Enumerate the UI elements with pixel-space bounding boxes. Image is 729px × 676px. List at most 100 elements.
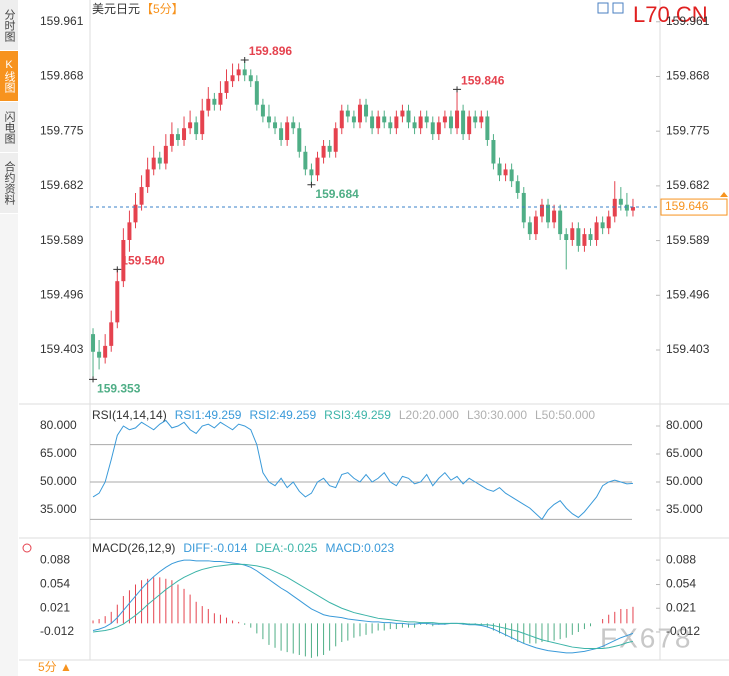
legend-entry: L50:50.000 (535, 408, 595, 422)
y-tick-label: 159.682 (40, 178, 84, 192)
y-tick-label: 80.000 (40, 418, 77, 432)
candle-body (442, 116, 447, 123)
macd-line (92, 559, 634, 654)
legend-entry: RSI1:49.259 (175, 408, 242, 422)
candle-body (242, 69, 247, 76)
candle-body (182, 128, 187, 140)
candle-body (236, 69, 241, 76)
candle-body (297, 128, 302, 152)
y-tick-label: 159.682 (666, 178, 710, 192)
y-tick-label: 35.000 (40, 502, 77, 516)
candle-body (600, 222, 605, 229)
candle-body (558, 210, 563, 235)
extreme-label: 159.846 (461, 74, 505, 88)
tab[interactable]: K线图 (0, 51, 18, 102)
legend-entry: DIFF:-0.014 (183, 541, 247, 555)
extreme-label: 159.540 (121, 254, 165, 268)
candle-body (103, 345, 108, 358)
candle-body (303, 151, 308, 170)
candle-body (394, 116, 399, 129)
candle-body (127, 222, 132, 240)
icon[interactable] (597, 2, 609, 14)
legend-entry: DEA:-0.025 (255, 541, 317, 555)
candle-body (624, 204, 629, 211)
tab[interactable]: 分时图 (0, 0, 18, 51)
candle-body (576, 228, 581, 246)
extreme-label: 159.353 (97, 382, 141, 396)
candle-body (97, 351, 102, 358)
candle-body (485, 116, 490, 140)
extreme-marker (307, 181, 316, 188)
y-tick-label: 0.021 (666, 600, 696, 614)
candle-body (388, 122, 393, 129)
candle-body (163, 145, 168, 164)
y-tick-label: -0.012 (40, 624, 74, 638)
extreme-label: 159.896 (249, 44, 293, 58)
candle-body (248, 75, 253, 82)
candle-body (539, 204, 544, 217)
icon[interactable] (612, 2, 624, 14)
tab[interactable]: 闪电图 (0, 102, 18, 153)
candle-body (279, 128, 284, 140)
candle-body (212, 98, 217, 105)
y-tick-label: 159.589 (40, 233, 84, 247)
extreme-marker (113, 266, 122, 273)
candle-body (169, 134, 174, 146)
candle-body (364, 104, 369, 117)
y-tick-label: 65.000 (666, 446, 703, 460)
candle-body (400, 110, 405, 117)
y-tick-label: 159.961 (666, 14, 710, 28)
candle-body (345, 110, 350, 117)
candle-body (321, 145, 326, 158)
candle-body (473, 116, 478, 123)
candle-body (594, 222, 599, 240)
candle-body (175, 134, 180, 140)
y-tick-label: 159.589 (666, 233, 710, 247)
legend-entry: MACD:0.023 (325, 541, 394, 555)
candle-body (570, 228, 575, 240)
candle-body (497, 163, 502, 176)
candle-body (412, 122, 417, 129)
candle-body (564, 234, 569, 240)
legend-entry: MACD(26,12,9) (92, 541, 175, 555)
candle-body (351, 116, 356, 123)
candle-body (188, 122, 193, 129)
period-button[interactable]: 5分 ▲ (38, 660, 72, 674)
candle-body (630, 207, 635, 211)
candle-body (206, 98, 211, 111)
candle-body (333, 128, 338, 152)
candle-body (200, 110, 205, 135)
y-tick-label: 0.088 (40, 552, 70, 566)
candle-body (315, 157, 320, 176)
chart-title: 美元日元 (92, 2, 140, 16)
candle-body (291, 122, 296, 129)
y-tick-label: 159.496 (40, 287, 84, 301)
y-tick-label: 159.961 (40, 14, 84, 28)
y-tick-label: 0.054 (666, 577, 696, 591)
y-tick-label: 159.496 (666, 287, 710, 301)
y-tick-label: 159.868 (666, 69, 710, 83)
candle-body (546, 204, 551, 223)
y-tick-label: 159.868 (40, 69, 84, 83)
y-tick-label: 50.000 (40, 474, 77, 488)
y-tick-label: 0.054 (40, 577, 70, 591)
y-tick-label: 0.088 (666, 552, 696, 566)
settings-icon[interactable] (22, 543, 32, 553)
candle-body (273, 122, 278, 129)
candle-body (254, 81, 259, 105)
candle-body (461, 110, 466, 135)
extreme-label: 159.684 (315, 187, 359, 201)
candle-body (109, 322, 114, 346)
tab[interactable]: 合约资料 (0, 153, 18, 214)
y-tick-label: 65.000 (40, 446, 77, 460)
y-tick-label: 80.000 (666, 418, 703, 432)
candle-body (151, 157, 156, 170)
extreme-marker (240, 57, 249, 63)
y-tick-label: 35.000 (666, 502, 703, 516)
candle-body (467, 116, 472, 135)
y-tick-label: -0.012 (666, 624, 700, 638)
candle-body (618, 198, 623, 205)
y-tick-label: 159.403 (666, 342, 710, 356)
candle-body (376, 116, 381, 129)
